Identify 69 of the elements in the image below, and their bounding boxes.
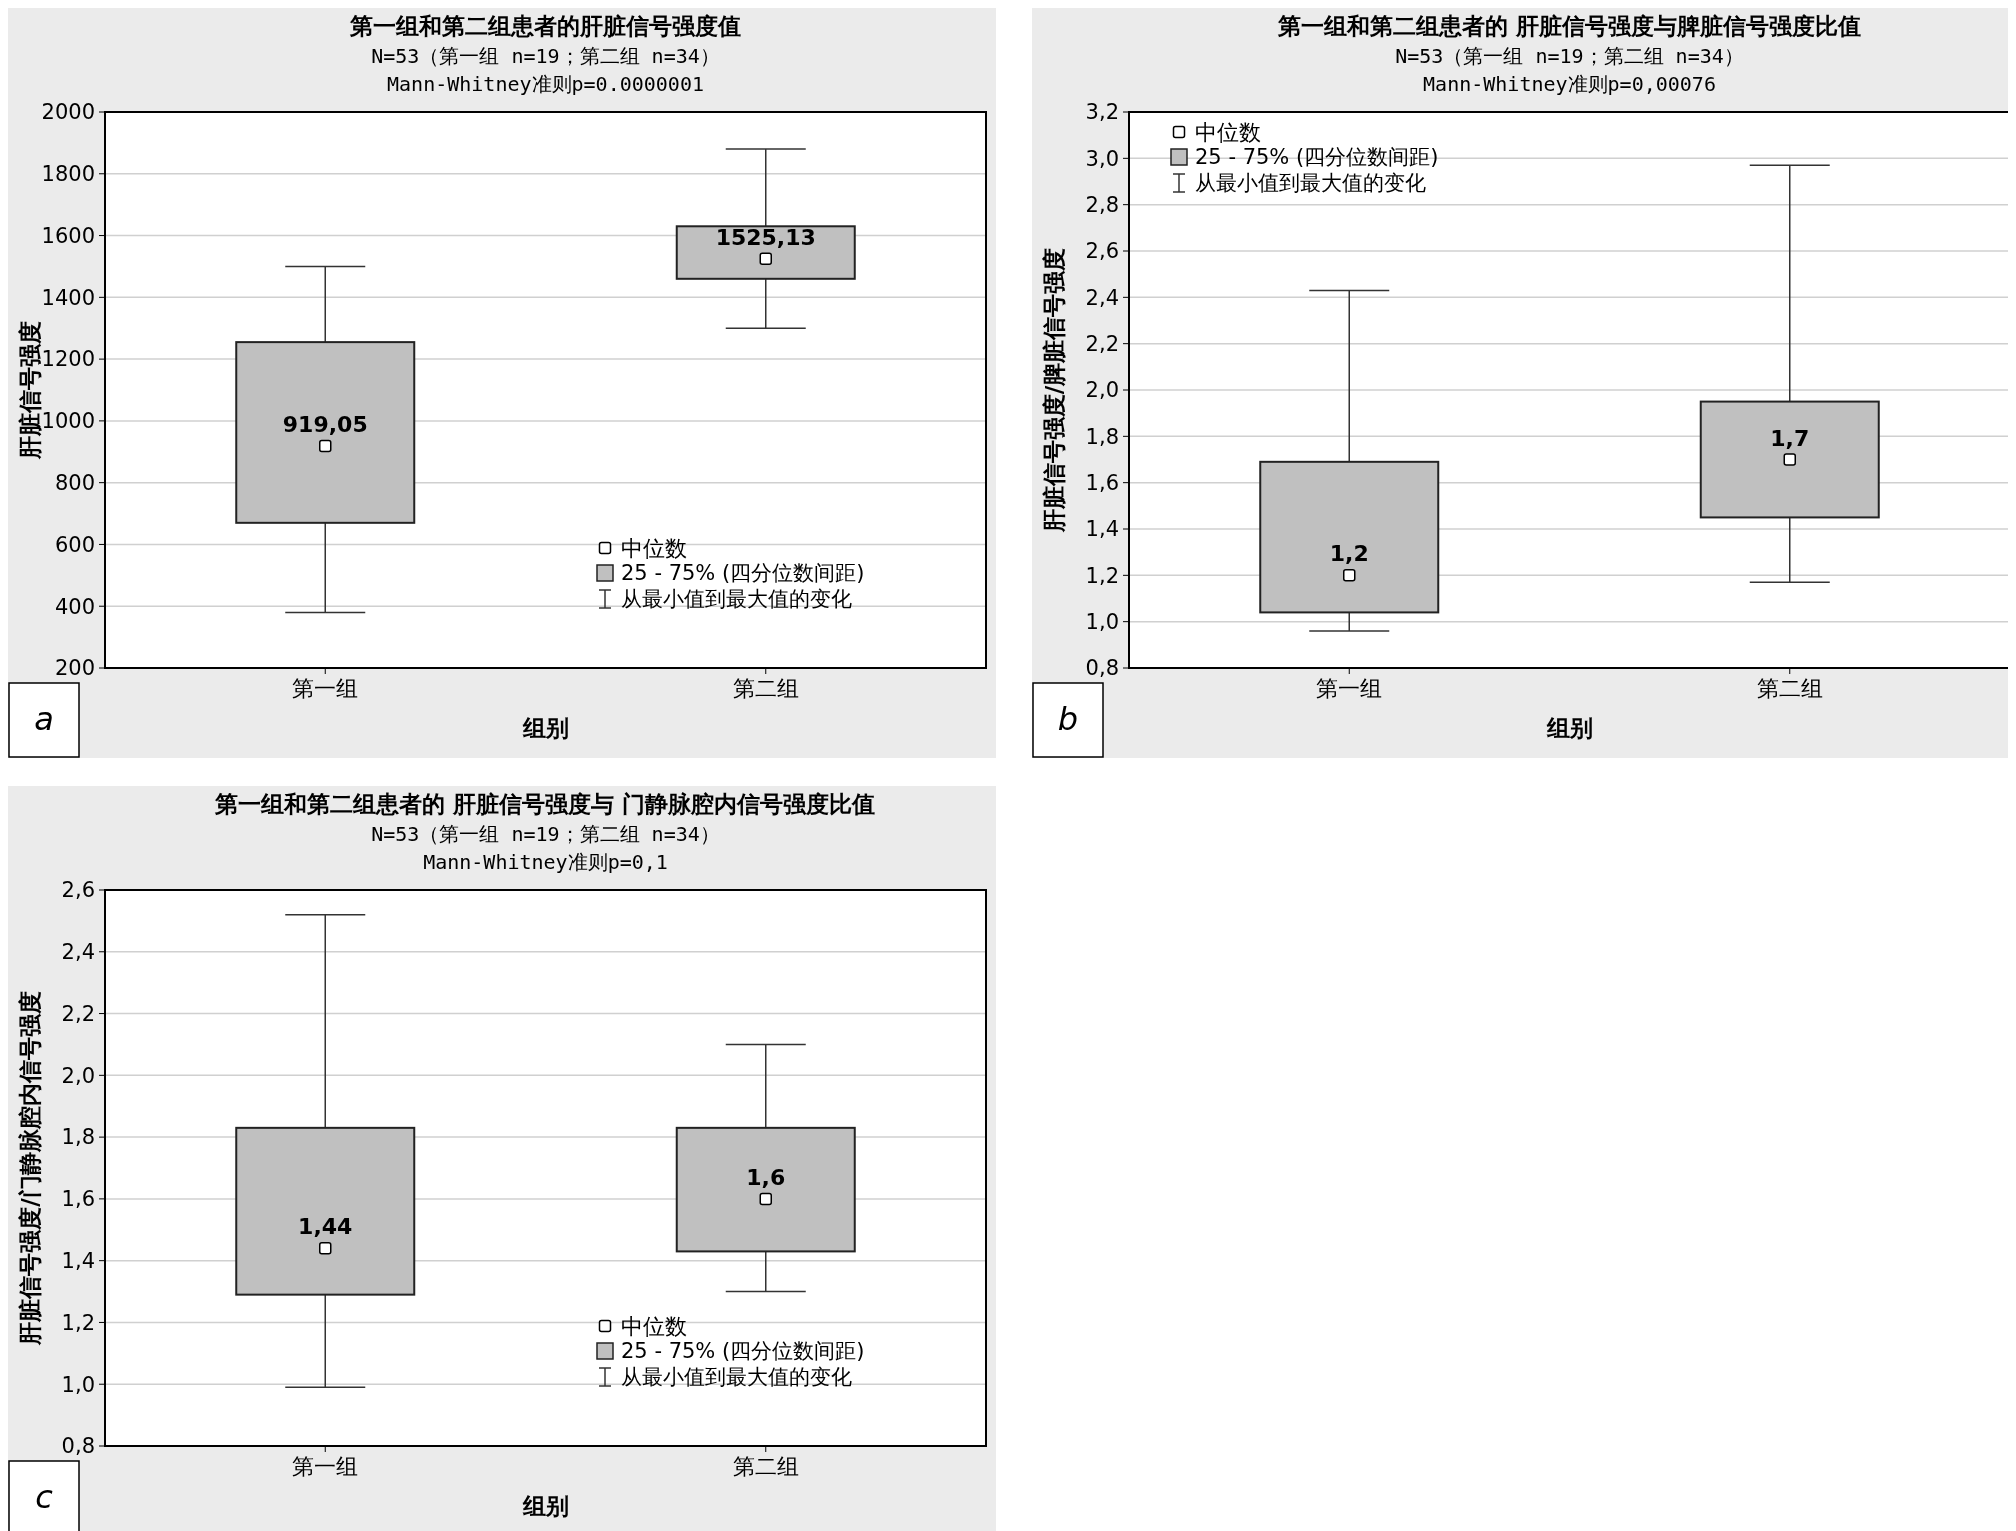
y-tick-label: 2,0 xyxy=(61,1063,95,1088)
y-tick-label: 2,6 xyxy=(1085,239,1119,264)
legend-label: 25 - 75% (四分位数间距) xyxy=(621,1339,865,1364)
x-tick-label: 第一组 xyxy=(292,1454,359,1479)
x-axis-title: 组别 xyxy=(521,1493,569,1519)
y-tick-label: 600 xyxy=(54,532,95,557)
y-tick-label: 0,8 xyxy=(1085,656,1119,681)
y-tick-label: 1,4 xyxy=(1085,517,1119,542)
y-tick-label: 2,6 xyxy=(61,878,95,903)
text: b xyxy=(1057,700,1079,738)
x-tick-label: 第二组 xyxy=(732,1454,799,1479)
y-tick-label: 1,2 xyxy=(61,1310,95,1335)
y-tick-label: 200 xyxy=(54,656,95,681)
y-tick-label: 1600 xyxy=(41,223,95,248)
text: c xyxy=(35,1478,54,1516)
y-tick-label: 2000 xyxy=(41,100,95,125)
x-tick-label: 第二组 xyxy=(1756,676,1823,701)
annotation: 中位数 xyxy=(1195,119,1261,145)
y-tick-label: 800 xyxy=(54,471,95,496)
y-tick-label: 2,0 xyxy=(1085,378,1119,403)
y-tick-label: 2,2 xyxy=(61,1001,95,1026)
text: 1525,13 xyxy=(715,224,816,250)
x-tick-label: 第二组 xyxy=(732,676,799,701)
x-tick-label: 第一组 xyxy=(292,676,359,701)
legend-label: 25 - 75% (四分位数间距) xyxy=(621,561,865,586)
y-tick-label: 0,8 xyxy=(61,1434,95,1459)
y-tick-label: 2,4 xyxy=(61,940,95,965)
annotation: 从最小值到最大值的变化 xyxy=(621,1365,852,1390)
text: 1,2 xyxy=(1329,541,1369,567)
y-tick-label: 1,2 xyxy=(1085,563,1119,588)
text: 919,05 xyxy=(282,411,368,437)
y-tick-label: 1,6 xyxy=(1085,471,1119,496)
text: a xyxy=(34,700,54,738)
annotation: 中位数 xyxy=(621,535,687,561)
y-tick-label: 2,2 xyxy=(1085,332,1119,357)
y-tick-label: 1,8 xyxy=(61,1125,95,1150)
y-tick-label: 1,0 xyxy=(1085,610,1119,635)
chart-subtitle: N=53（第一组 n=19；第二组 n=34） Mann-Whitney准则p=0,1 xyxy=(371,822,720,874)
x-axis-title: 组别 xyxy=(521,715,569,741)
y-tick-label: 1,8 xyxy=(1085,424,1119,449)
x-axis-title: 组别 xyxy=(1545,715,1593,741)
y-tick-label: 2,4 xyxy=(1085,285,1119,310)
x-tick-label: 第一组 xyxy=(1316,676,1383,701)
y-tick-label: 400 xyxy=(54,594,95,619)
annotation: 中位数 xyxy=(621,1313,687,1339)
chart-title: 第一组和第二组患者的 肝脏信号强度与 门静脉腔内信号强度比值 xyxy=(214,791,876,817)
y-tick-label: 3,2 xyxy=(1085,100,1119,125)
chart-subtitle: N=53（第一组 n=19；第二组 n=34） Mann-Whitney准则p=0,00076 xyxy=(1395,44,1744,96)
y-tick-label: 1800 xyxy=(41,162,95,187)
y-tick-label: 1,0 xyxy=(61,1372,95,1397)
y-axis-title: 肝脏信号强度 xyxy=(17,321,43,460)
y-tick-label: 1000 xyxy=(41,409,95,434)
chart-title: 第一组和第二组患者的 肝脏信号强度与脾脏信号强度比值 xyxy=(1276,13,1862,39)
y-axis-title: 肝脏信号强度/门静脉腔内信号强度 xyxy=(17,991,43,1346)
y-tick-label: 2,8 xyxy=(1085,193,1119,218)
y-tick-label: 1,6 xyxy=(61,1187,95,1212)
annotation: 从最小值到最大值的变化 xyxy=(1195,171,1426,196)
chart-subtitle: N=53（第一组 n=19；第二组 n=34） Mann-Whitney准则p=0.0000001 xyxy=(371,44,720,96)
y-tick-label: 1200 xyxy=(41,347,95,372)
y-tick-label: 3,0 xyxy=(1085,146,1119,171)
chart-title: 第一组和第二组患者的肝脏信号强度值 xyxy=(349,13,741,39)
legend-label: 25 - 75% (四分位数间距) xyxy=(1195,145,1439,170)
y-tick-label: 1400 xyxy=(41,285,95,310)
y-tick-label: 1,4 xyxy=(61,1249,95,1274)
y-axis-title: 肝脏信号强度/脾脏信号强度 xyxy=(1041,247,1067,534)
text: 1,7 xyxy=(1770,425,1810,451)
text: 1,44 xyxy=(298,1214,353,1240)
text: 1,6 xyxy=(746,1164,786,1190)
annotation: 从最小值到最大值的变化 xyxy=(621,587,852,612)
